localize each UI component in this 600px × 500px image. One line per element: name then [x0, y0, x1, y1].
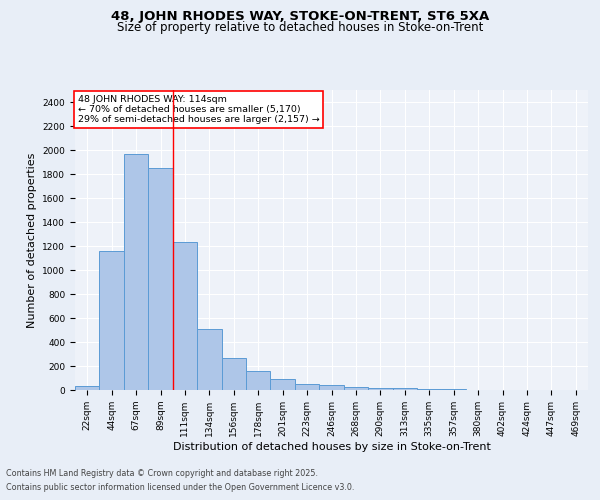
Y-axis label: Number of detached properties: Number of detached properties	[27, 152, 37, 328]
Bar	[368, 388, 392, 390]
Bar	[100, 251, 124, 390]
Bar	[295, 384, 319, 390]
Bar	[392, 388, 417, 390]
Bar	[319, 385, 344, 390]
Bar	[417, 389, 442, 390]
Text: Contains public sector information licensed under the Open Government Licence v3: Contains public sector information licen…	[6, 484, 355, 492]
Text: Size of property relative to detached houses in Stoke-on-Trent: Size of property relative to detached ho…	[117, 22, 483, 35]
Bar	[124, 154, 148, 390]
Text: Contains HM Land Registry data © Crown copyright and database right 2025.: Contains HM Land Registry data © Crown c…	[6, 468, 318, 477]
Text: 48, JOHN RHODES WAY, STOKE-ON-TRENT, ST6 5XA: 48, JOHN RHODES WAY, STOKE-ON-TRENT, ST6…	[111, 10, 489, 23]
X-axis label: Distribution of detached houses by size in Stoke-on-Trent: Distribution of detached houses by size …	[173, 442, 490, 452]
Bar	[271, 379, 295, 390]
Bar	[246, 372, 271, 390]
Bar	[197, 329, 221, 390]
Bar	[221, 358, 246, 390]
Bar	[344, 387, 368, 390]
Bar	[148, 168, 173, 390]
Text: 48 JOHN RHODES WAY: 114sqm
← 70% of detached houses are smaller (5,170)
29% of s: 48 JOHN RHODES WAY: 114sqm ← 70% of deta…	[77, 94, 319, 124]
Bar	[75, 386, 100, 390]
Bar	[173, 242, 197, 390]
